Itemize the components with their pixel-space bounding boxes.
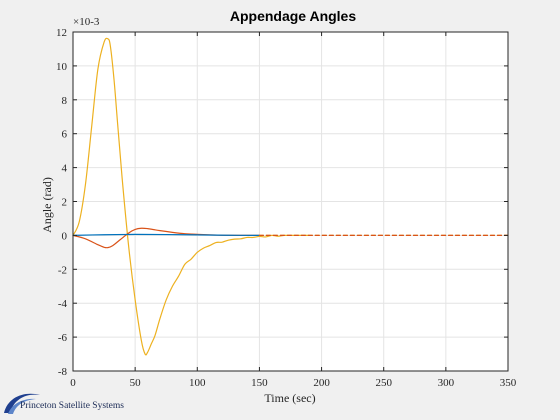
series-line-3 <box>72 233 261 236</box>
plot-area: 0 50 100 150 200 250 300 350 -8 -6 -4 -2 0 2 4 6 8 10 12 <box>56 27 517 389</box>
x-tick-label: 150 <box>251 377 268 389</box>
y-axis-multiplier: ×10-3 <box>73 16 100 28</box>
y-tick-label: -4 <box>58 298 68 310</box>
x-tick-label: 250 <box>375 377 392 389</box>
company-logo: Princeton Satellite Systems <box>2 389 162 417</box>
y-tick-label: 2 <box>62 197 68 209</box>
ticks: 0 50 100 150 200 250 300 350 -8 -6 -4 -2 0 2 4 6 8 10 12 <box>56 27 517 389</box>
x-tick-label: 350 <box>500 377 517 389</box>
x-tick-label: 100 <box>189 377 206 389</box>
chart-title: Appendage Angles <box>230 8 356 24</box>
y-tick-label: -8 <box>58 366 68 378</box>
x-tick-label: 300 <box>438 377 455 389</box>
swoosh-icon <box>4 393 40 414</box>
y-tick-label: 4 <box>62 163 68 175</box>
series-line-1 <box>72 37 310 356</box>
x-tick-label: 50 <box>130 377 142 389</box>
y-tick-label: 10 <box>56 61 68 73</box>
y-tick-label: 0 <box>62 230 68 242</box>
y-tick-label: -2 <box>58 264 67 276</box>
y-tick-label: 6 <box>62 129 68 141</box>
x-axis-label: Time (sec) <box>264 391 315 405</box>
series-group <box>72 37 509 356</box>
x-tick-label: 200 <box>313 377 330 389</box>
y-axis-label: Angle (rad) <box>40 177 54 233</box>
x-tick-label: 0 <box>70 377 76 389</box>
y-tick-label: -6 <box>58 332 68 344</box>
y-tick-label: 8 <box>62 95 68 107</box>
logo-text: Princeton Satellite Systems <box>20 401 124 411</box>
y-tick-label: 12 <box>56 27 67 39</box>
